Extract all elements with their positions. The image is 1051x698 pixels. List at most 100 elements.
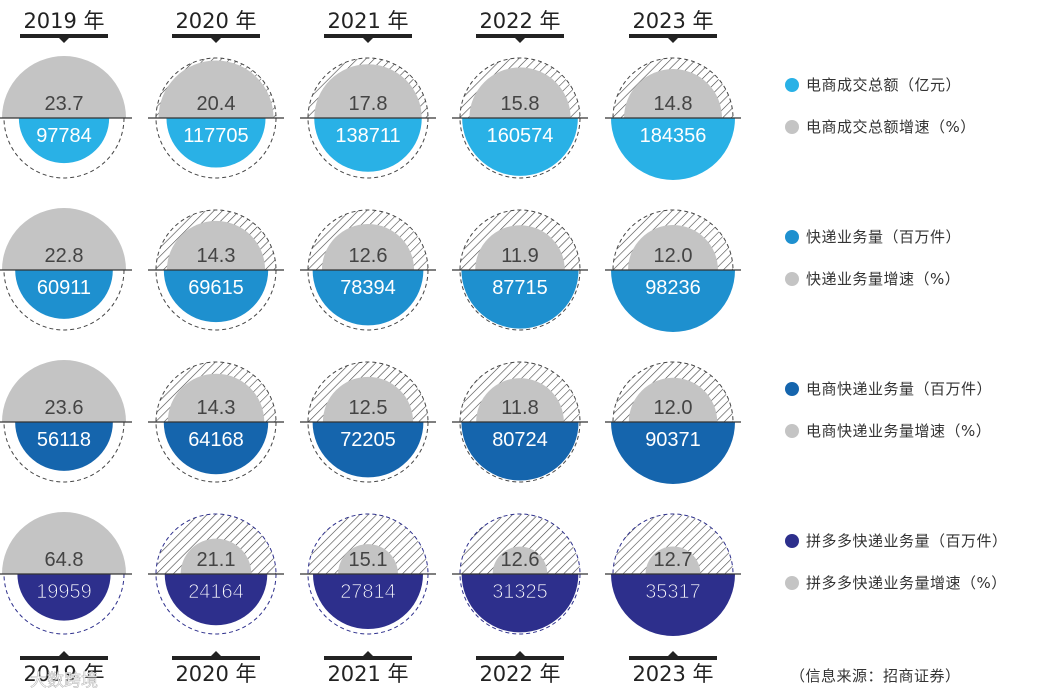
circle-cell: 20.4 117705 xyxy=(148,57,284,179)
legend-label-value: 电商成交总额（亿元） xyxy=(806,76,961,94)
hatched-upper-half xyxy=(613,514,733,574)
growth-half-disc xyxy=(322,376,414,422)
value-label: 24164 xyxy=(188,581,244,603)
circle-cell: 12.7 35317 xyxy=(605,513,741,636)
year-bar-bottom xyxy=(324,656,412,660)
legend-label-growth: 电商快递业务量增速（%） xyxy=(806,422,991,440)
circle-cell: 11.9 87715 xyxy=(452,209,588,331)
year-marker-top xyxy=(515,38,525,43)
year-marker-bottom xyxy=(211,651,221,656)
year-label-bottom: 2023 年 xyxy=(632,662,713,686)
year-bar-bottom xyxy=(20,656,108,660)
legend-label-value: 电商快递业务量（百万件） xyxy=(806,380,992,398)
growth-half-disc xyxy=(645,546,701,574)
growth-label: 21.1 xyxy=(197,549,236,571)
year-marker-top xyxy=(363,38,373,43)
growth-half-disc xyxy=(476,378,564,422)
growth-half-disc xyxy=(2,360,126,422)
value-label: 60911 xyxy=(37,277,91,299)
value-half-disc xyxy=(163,270,269,323)
value-label: 80724 xyxy=(492,429,548,451)
year-bar-top xyxy=(20,34,108,38)
growth-label: 15.8 xyxy=(501,93,540,115)
value-label: 90371 xyxy=(645,429,701,451)
value-half-disc xyxy=(312,422,424,478)
value-half-disc xyxy=(17,574,111,621)
growth-label: 22.8 xyxy=(45,245,84,267)
value-label: 19959 xyxy=(36,581,92,603)
legend-swatch-value xyxy=(785,534,799,548)
year-bar-top xyxy=(476,34,564,38)
legend-swatch-value xyxy=(785,382,799,396)
growth-half-disc xyxy=(158,60,274,118)
value-half-disc xyxy=(461,422,579,481)
circle-cell: 14.8 184356 xyxy=(605,57,741,180)
growth-half-disc xyxy=(628,377,718,422)
year-bar-bottom xyxy=(476,656,564,660)
circle-cell: 14.3 69615 xyxy=(148,209,284,331)
growth-label: 11.8 xyxy=(501,397,538,419)
growth-label: 14.8 xyxy=(654,93,693,115)
growth-half-disc xyxy=(469,67,571,118)
growth-label: 23.6 xyxy=(45,397,84,419)
growth-half-disc xyxy=(624,69,722,118)
legend-swatch-growth xyxy=(785,120,799,134)
growth-label: 17.8 xyxy=(349,93,388,115)
value-label: 27814 xyxy=(340,581,396,603)
value-half-disc xyxy=(15,422,113,471)
value-half-disc xyxy=(15,270,113,319)
growth-half-disc xyxy=(166,220,266,270)
legend-label-value: 拼多多快递业务量（百万件） xyxy=(806,532,1008,550)
circle-cell: 15.8 160574 xyxy=(452,57,588,179)
value-label: 64168 xyxy=(188,429,244,451)
circle-cell: 14.3 64168 xyxy=(148,361,284,483)
legend-label-growth: 拼多多快递业务量增速（%） xyxy=(806,574,1007,592)
growth-label: 14.3 xyxy=(197,397,236,419)
hatched-upper-half xyxy=(308,514,428,574)
year-bar-bottom xyxy=(172,656,260,660)
hatched-upper-half xyxy=(460,514,580,574)
value-half-disc xyxy=(611,118,735,180)
year-label-top: 2019 年 xyxy=(23,9,104,33)
legend-label-growth: 快递业务量增速（%） xyxy=(806,270,960,288)
legend-swatch-value xyxy=(785,230,799,244)
value-half-disc xyxy=(461,574,579,633)
circle-cell: 23.6 56118 xyxy=(0,360,132,483)
value-half-disc xyxy=(312,574,424,630)
value-label: 31325 xyxy=(492,581,548,603)
year-label-bottom: 2021 年 xyxy=(327,662,408,686)
value-label: 78394 xyxy=(340,277,396,299)
value-half-disc xyxy=(611,574,735,636)
growth-half-disc xyxy=(2,56,126,118)
value-half-disc xyxy=(18,118,110,164)
growth-label: 12.6 xyxy=(349,245,388,267)
year-marker-bottom xyxy=(515,651,525,656)
legend-label-value: 快递业务量（百万件） xyxy=(806,228,961,246)
legend: 电商成交总额（亿元） 电商成交总额增速（%） 快递业务量（百万件） 快递业务量增速（%… xyxy=(785,76,1008,592)
legend-swatch-growth xyxy=(785,424,799,438)
value-half-disc xyxy=(312,270,424,326)
value-half-disc xyxy=(462,118,578,176)
year-bar-top xyxy=(629,34,717,38)
growth-label: 64.8 xyxy=(45,549,84,571)
circle-cell: 64.8 19959 xyxy=(0,512,132,635)
value-label: 160574 xyxy=(487,125,554,147)
circle-cell: 17.8 138711 xyxy=(300,57,436,179)
growth-half-disc xyxy=(475,225,565,270)
year-marker-bottom xyxy=(363,651,373,656)
year-label-top: 2020 年 xyxy=(175,9,256,33)
circle-cell: 12.6 31325 xyxy=(452,513,588,635)
growth-half-disc xyxy=(492,546,548,574)
year-bar-top xyxy=(324,34,412,38)
growth-label: 14.3 xyxy=(197,245,236,267)
source-note: （信息来源：招商证券） xyxy=(790,667,961,685)
year-label-top: 2023 年 xyxy=(632,9,713,33)
legend-swatch-growth xyxy=(785,272,799,286)
growth-label: 20.4 xyxy=(197,93,236,115)
growth-label: 15.1 xyxy=(349,549,388,571)
growth-half-disc xyxy=(628,225,718,270)
growth-label: 12.0 xyxy=(654,245,693,267)
growth-label: 23.7 xyxy=(45,93,84,115)
circle-cell: 22.8 60911 xyxy=(0,208,132,331)
legend-swatch-growth xyxy=(785,576,799,590)
